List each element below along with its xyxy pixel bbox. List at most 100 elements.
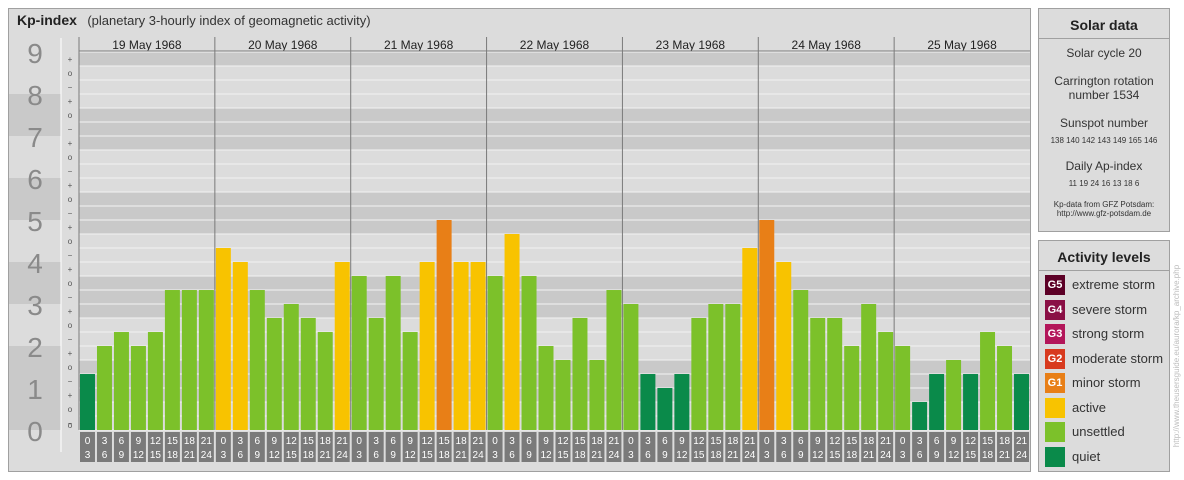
minor-tick-label: +	[68, 391, 73, 400]
carrington-line1: Carrington rotation	[1054, 74, 1154, 88]
sunspot-title: Sunspot number	[1059, 116, 1149, 130]
time-slot-start: 9	[815, 436, 821, 447]
y-axis-band	[9, 262, 61, 304]
kp-bar	[300, 317, 316, 430]
kp-bar	[385, 275, 401, 430]
time-slot-cell	[164, 432, 180, 462]
time-slot-end: 6	[509, 450, 515, 461]
kp-bar	[317, 332, 333, 430]
time-slot-end: 6	[781, 450, 787, 461]
time-slot-end: 24	[1016, 450, 1028, 461]
level-swatch: G2	[1045, 348, 1065, 369]
time-slot-cell	[742, 432, 758, 462]
kp-bar	[130, 346, 146, 430]
kp-bar	[181, 290, 197, 430]
kp-bar	[572, 317, 588, 430]
time-slot-end: 12	[948, 450, 960, 461]
time-slot-cell	[402, 432, 418, 462]
time-slot-cell	[878, 432, 894, 462]
plot-band	[79, 136, 1030, 150]
time-slot-start: 15	[574, 436, 586, 447]
time-slot-end: 21	[727, 450, 739, 461]
time-slot-cell	[657, 432, 673, 462]
time-slot-end: 24	[337, 450, 349, 461]
time-slot-end: 9	[526, 450, 532, 461]
kp-bar	[487, 275, 503, 430]
time-slot-cell	[606, 432, 622, 462]
plot-band	[79, 178, 1030, 192]
level-label: strong storm	[1072, 326, 1145, 341]
time-slot-end: 3	[628, 450, 634, 461]
time-slot-cell	[963, 432, 979, 462]
time-slot-start: 6	[119, 436, 125, 447]
kp-bar	[912, 401, 928, 430]
kp-bar	[606, 290, 622, 430]
level-label: minor storm	[1072, 375, 1141, 390]
time-slot-cell	[283, 432, 299, 462]
time-slot-end: 21	[456, 450, 468, 461]
time-slot-end: 3	[900, 450, 906, 461]
level-label: active	[1072, 399, 1106, 415]
minor-tick-label: o	[68, 321, 73, 330]
time-slot-cell	[793, 432, 809, 462]
level-label: severe storm	[1072, 301, 1148, 317]
time-slot-cell	[385, 432, 401, 462]
kp-bar	[334, 262, 350, 430]
time-slot-cell	[470, 432, 486, 462]
kp-bar	[470, 262, 486, 430]
level-label: extreme storm	[1072, 277, 1156, 292]
time-slot-start: 9	[407, 436, 413, 447]
y-tick-label: 9	[27, 38, 43, 69]
minor-tick-label: o	[68, 363, 73, 372]
time-slot-start: 6	[662, 436, 668, 447]
time-slot-start: 6	[934, 436, 940, 447]
kp-bar	[164, 290, 180, 430]
time-slot-start: 0	[900, 436, 906, 447]
minor-tick-label: −	[68, 209, 73, 218]
time-slot-end: 12	[540, 450, 552, 461]
time-slot-end: 6	[238, 450, 244, 461]
minor-tick-label: o	[68, 405, 73, 414]
time-slot-end: 12	[133, 450, 145, 461]
time-slot-cell	[300, 432, 316, 462]
time-slot-cell	[929, 432, 945, 462]
time-slot-cell	[436, 432, 452, 462]
kp-bar	[368, 317, 384, 430]
kp-bar	[929, 374, 945, 430]
plot-band	[79, 234, 1030, 248]
level-swatch	[1045, 422, 1065, 442]
time-slot-end: 15	[965, 450, 977, 461]
time-slot-end: 9	[255, 450, 261, 461]
plot-band	[79, 374, 1030, 388]
time-slot-cell	[827, 432, 843, 462]
minor-tick-label: o	[68, 69, 73, 78]
kp-bar	[810, 317, 826, 430]
kp-bar	[861, 304, 877, 430]
kp-bar	[436, 220, 452, 430]
minor-tick-label: +	[68, 181, 73, 190]
kp-bar	[453, 262, 469, 430]
solar-data-title: Solar data	[1039, 9, 1169, 39]
time-slot-end: 15	[150, 450, 162, 461]
time-slot-end: 18	[710, 450, 722, 461]
kp-bar	[980, 332, 996, 430]
kp-bar	[759, 220, 775, 430]
time-slot-cell	[691, 432, 707, 462]
time-slot-start: 9	[679, 436, 685, 447]
time-slot-end: 12	[269, 450, 281, 461]
plot-band	[79, 108, 1030, 122]
level-swatch	[1045, 446, 1065, 467]
activity-levels-panel: Activity levels G5 extreme storm G4 severe …	[1038, 240, 1170, 472]
level-swatch	[1045, 397, 1065, 418]
time-slot-start: 12	[150, 436, 162, 447]
time-slot-start: 6	[255, 436, 261, 447]
time-slot-end: 21	[320, 450, 332, 461]
level-swatch: G5	[1045, 275, 1065, 295]
time-slot-cell	[504, 432, 520, 462]
level-label: quiet	[1072, 448, 1101, 464]
plot-band	[79, 122, 1030, 136]
y-tick-label: 0	[27, 416, 43, 447]
time-slot-cell	[980, 432, 996, 462]
plot-band	[79, 346, 1030, 360]
time-slot-cell	[130, 432, 146, 462]
